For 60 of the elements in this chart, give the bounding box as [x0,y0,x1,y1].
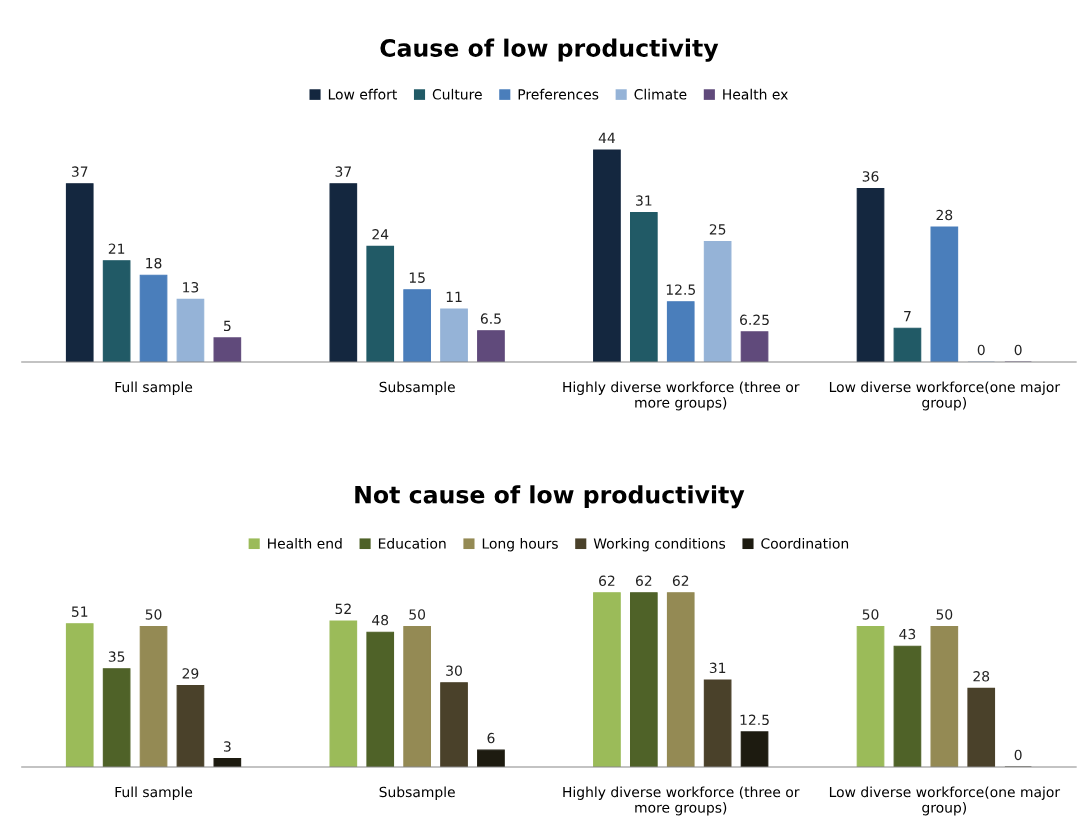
data-label: 21 [108,243,125,254]
data-label: 12.5 [740,714,769,726]
data-label: 35 [108,651,125,662]
data-label: 52 [335,603,351,615]
data-label: 7 [904,311,911,322]
data-label: 24 [372,229,389,240]
data-label: 0 [1014,344,1022,356]
data-label: 62 [672,575,689,586]
chart-title: Not cause of low productivity [355,485,745,509]
chart-title: Cause of low productivity [380,38,719,62]
data-label: 51 [71,606,88,617]
data-label: 36 [862,171,879,182]
legend-label: Health ex [723,88,788,100]
data-label: 12.5 [666,284,695,295]
data-label: 37 [71,166,88,177]
data-label: 6.25 [740,314,769,326]
legend-label: Education [378,538,446,549]
x-tick-label: Subsample [379,381,455,395]
data-label: 18 [146,257,162,269]
x-tick-label: Low diverse workforce(one major group) [829,786,1061,816]
data-label: 50 [936,609,953,620]
legend-label: Working conditions [593,538,726,552]
legend-label: Preferences [518,88,599,100]
data-label: 28 [936,209,953,221]
data-label: 62 [635,575,652,586]
data-label: 43 [899,628,916,640]
data-label: 5 [224,320,231,332]
data-label: 31 [709,662,726,674]
legend-label: Climate [634,88,687,100]
data-label: 37 [335,166,351,177]
data-label: 15 [409,272,425,283]
data-label: 30 [446,665,462,676]
data-label: 44 [598,132,615,143]
data-label: 50 [862,609,879,620]
legend-label: Health end [268,538,342,549]
legend-label: Long hours [482,538,558,552]
data-label: 11 [446,291,462,302]
data-label: 31 [636,195,652,206]
x-tick-label: Full sample [115,786,193,800]
data-label: 50 [409,609,426,620]
data-label: 62 [599,575,615,586]
data-label: 28 [973,671,990,682]
x-tick-label: Highly diverse workforce (three or more groups) [563,786,800,816]
x-tick-label: Highly diverse workforce (three or more groups) [563,381,800,411]
legend-label: Coordination [761,538,849,549]
data-label: 13 [183,282,199,293]
data-label: 3 [223,741,231,752]
data-label: 48 [372,614,389,626]
data-label: 0 [1014,749,1022,761]
x-tick-label: Subsample [379,786,455,800]
data-label: 6 [487,732,495,744]
data-label: 0 [977,344,985,356]
data-label: 29 [182,668,199,679]
data-label: 50 [145,609,162,620]
legend-label: Low effort [328,88,397,100]
legend-label: Culture [432,88,482,100]
data-label: 25 [709,224,726,235]
data-label: 6.5 [480,313,501,324]
x-tick-label: Low diverse workforce(one major group) [829,381,1061,411]
x-tick-label: Full sample [115,381,193,395]
